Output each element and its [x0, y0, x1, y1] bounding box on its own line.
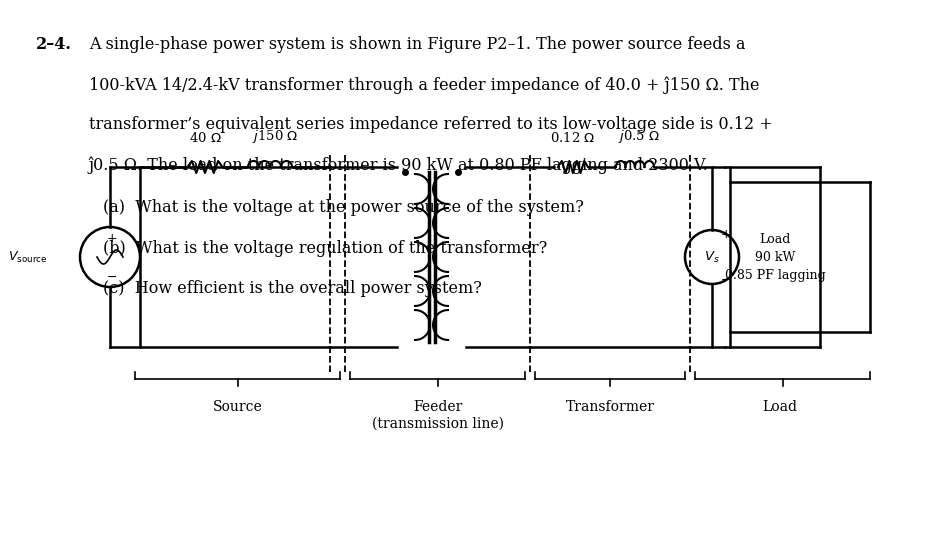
Text: 40 $\Omega$: 40 $\Omega$ [188, 131, 221, 145]
Text: $V_s$: $V_s$ [704, 250, 720, 265]
Text: transformer’s equivalent series impedance referred to its low-voltage side is 0.: transformer’s equivalent series impedanc… [89, 116, 773, 134]
Text: 0.85 PF lagging: 0.85 PF lagging [725, 268, 826, 281]
Text: $V_{\rm source}$: $V_{\rm source}$ [8, 250, 48, 265]
Text: 100-kVA 14/2.4-kV transformer through a feeder impedance of 40.0 + ĵ150 Ω. The: 100-kVA 14/2.4-kV transformer through a … [89, 76, 759, 94]
Text: +: + [106, 232, 118, 245]
Text: Load: Load [759, 232, 790, 246]
Text: Load: Load [762, 400, 798, 414]
Bar [730, 182, 820, 332]
Text: Transformer: Transformer [565, 400, 655, 414]
Text: Feeder
(transmission line): Feeder (transmission line) [371, 400, 504, 430]
Text: ĵ0.5 Ω. The load on the transformer is 90 kW at 0.80 PF lagging and 2300 V.: ĵ0.5 Ω. The load on the transformer is 9… [89, 157, 708, 174]
Text: 90 kW: 90 kW [755, 251, 795, 263]
Text: (a)  What is the voltage at the power source of the system?: (a) What is the voltage at the power sou… [103, 199, 583, 217]
Text: +: + [720, 227, 731, 241]
Text: Source: Source [213, 400, 262, 414]
Text: 2–4.: 2–4. [35, 36, 71, 53]
Text: −: − [106, 271, 118, 284]
Text: (b)  What is the voltage regulation of the transformer?: (b) What is the voltage regulation of th… [103, 240, 547, 257]
Text: A single-phase power system is shown in Figure P2–1. The power source feeds a: A single-phase power system is shown in … [89, 36, 745, 53]
Text: −: − [721, 273, 731, 286]
Text: (c)  How efficient is the overall power system?: (c) How efficient is the overall power s… [103, 280, 481, 297]
Text: $j$0.5 $\Omega$: $j$0.5 $\Omega$ [618, 128, 660, 145]
Text: $j$150 $\Omega$: $j$150 $\Omega$ [252, 128, 299, 145]
Text: 0.12 $\Omega$: 0.12 $\Omega$ [550, 131, 595, 145]
